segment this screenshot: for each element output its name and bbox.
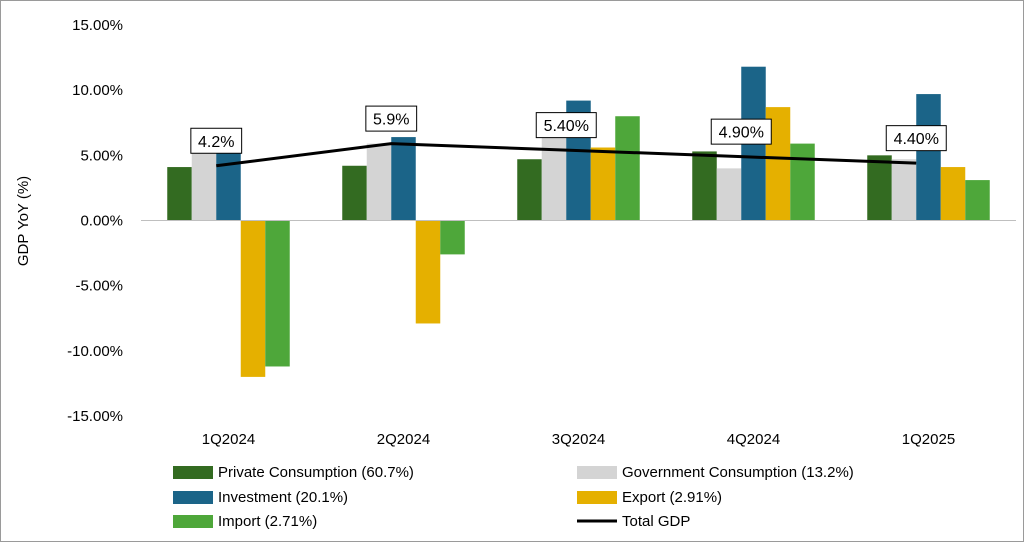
bar-3q2024-series-1 [517,159,542,221]
total-gdp-line [216,142,917,168]
legend-label: Export (2.91%) [622,489,722,506]
bar-1q2024-series-1 [167,167,192,221]
bars [167,66,990,377]
legend-label: Total GDP [622,513,690,530]
category-labels: 1Q2024 2Q2024 3Q2024 4Q2024 1Q2025 [202,431,955,448]
legend-swatch [173,466,213,479]
bar-3q2024-series-5 [615,116,640,221]
legend-label: Import (2.71%) [218,513,317,530]
total-gdp-data-label: 4.2% [198,134,234,151]
legend-label: Investment (20.1%) [218,489,348,506]
y-tick-label: 5.00% [80,147,123,164]
bar-3q2024-series-4 [590,147,616,221]
total-gdp-data-label: 5.9% [373,112,409,129]
total-gdp-label-box [190,127,243,154]
category-label: 3Q2024 [552,431,605,448]
total-gdp-label-box [710,118,772,145]
y-axis-label: GDP YoY (%) [15,176,32,266]
bar-2q2024-series-2 [366,143,392,221]
legend-swatch [577,491,617,504]
legend-label: Government Consumption (13.2%) [622,464,854,481]
bar-4q2024-series-5 [790,143,815,221]
category-label: 1Q2025 [902,431,955,448]
legend: Private Consumption (60.7%) Government Co… [173,464,854,530]
total-gdp-data-label: 4.40% [894,131,939,148]
y-axis-ticks: 15.00% 10.00% 5.00% 0.00% -5.00% -10.00% -15.0… [67,17,123,425]
total-gdp-label-box [535,112,597,139]
total-gdp-data-label: 5.40% [544,118,589,135]
category-label: 1Q2024 [202,431,255,448]
bar-2q2024-series-5 [440,220,465,255]
total-gdp-line-layer: 4.2% 5.9% 5.40% 4.90% 4.40% [190,105,947,168]
bar-1q2024-series-5 [265,220,290,367]
bar-4q2024-series-2 [716,168,742,221]
bar-1q2025-series-5 [965,180,990,221]
legend-swatch [577,466,617,479]
bar-1q2025-series-1 [867,155,892,221]
total-gdp-data-label: 4.90% [719,125,764,142]
total-gdp-label-box [365,105,418,132]
y-tick-label: -15.00% [67,408,123,425]
bar-1q2025-series-3 [916,94,941,221]
legend-swatch [173,515,213,528]
legend-swatch [173,491,213,504]
bar-1q2025-series-4 [940,167,966,221]
category-label: 4Q2024 [727,431,780,448]
y-tick-label: -10.00% [67,343,123,360]
bar-2q2024-series-3 [391,137,416,221]
y-tick-label: 0.00% [80,213,123,230]
y-tick-label: 10.00% [72,82,123,99]
bar-1q2024-series-2 [191,151,217,221]
total-gdp-label-box [885,125,947,152]
bar-2q2024-series-1 [342,165,367,221]
bar-4q2024-series-1 [692,151,717,221]
y-tick-label: 15.00% [72,17,123,34]
bar-3q2024-series-2 [541,126,567,221]
bar-1q2025-series-2 [891,159,917,221]
bar-1q2024-series-4 [240,220,266,377]
y-tick-label: -5.00% [75,278,123,295]
bar-2q2024-series-4 [415,220,441,324]
category-label: 2Q2024 [377,431,430,448]
bar-1q2024-series-3 [216,147,241,221]
legend-label: Private Consumption (60.7%) [218,464,414,481]
